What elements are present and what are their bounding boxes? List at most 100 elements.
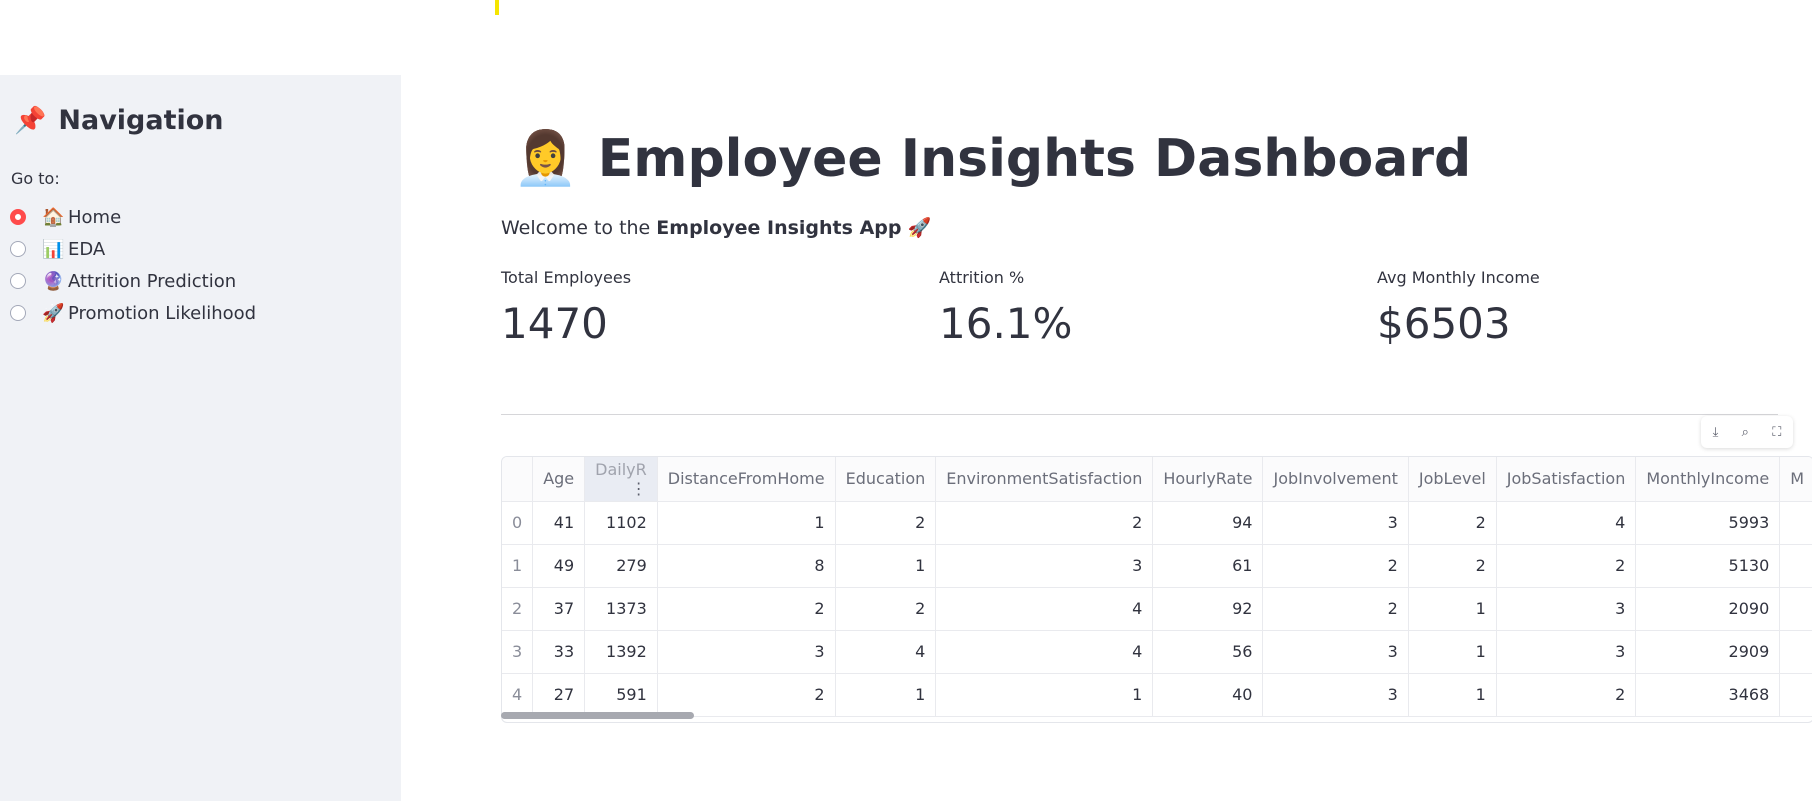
table-cell[interactable]: 2 — [657, 673, 836, 717]
column-header[interactable]: MonthlyIncome — [1635, 457, 1781, 502]
table-row[interactable]: 4 27 591 2 1 1 40 3 1 2 3468 — [502, 673, 1812, 717]
column-header[interactable]: JobInvolvement — [1262, 457, 1409, 502]
table-cell[interactable]: 2 — [1496, 544, 1637, 588]
table-cell[interactable]: 5993 — [1635, 501, 1781, 545]
header-row: Age DailyR ⋮ DistanceFromHome Education … — [502, 457, 1812, 502]
column-header[interactable]: EnvironmentSatisfaction — [935, 457, 1154, 502]
table-cell[interactable]: 4 — [935, 587, 1154, 631]
table-cell[interactable]: 41 — [532, 501, 586, 545]
nav-option-eda[interactable]: 📊 EDA — [10, 233, 256, 265]
column-menu-icon[interactable]: ⋮ — [630, 478, 647, 498]
radio-button[interactable] — [10, 273, 26, 289]
metric-label: Avg Monthly Income — [1377, 268, 1540, 287]
table-cell[interactable]: 37 — [532, 587, 586, 631]
status-indicator — [495, 0, 499, 15]
table-cell[interactable]: 33 — [532, 630, 586, 674]
table-cell[interactable]: 1 — [1408, 630, 1497, 674]
dataframe[interactable]: Age DailyR ⋮ DistanceFromHome Education … — [501, 456, 1812, 723]
welcome-prefix: Welcome to the — [501, 217, 657, 239]
table-cell[interactable]: 2 — [1262, 544, 1409, 588]
table-cell[interactable]: 591 — [584, 673, 658, 717]
table-cell[interactable]: 8 — [657, 544, 836, 588]
column-header-index[interactable] — [502, 457, 534, 502]
table-cell[interactable] — [1779, 501, 1812, 545]
table-cell[interactable]: 2 — [835, 501, 937, 545]
column-header[interactable]: M — [1779, 457, 1812, 502]
table-row[interactable]: 3 33 1392 3 4 4 56 3 1 3 2909 — [502, 630, 1812, 674]
nav-option-home[interactable]: 🏠 Home — [10, 201, 256, 233]
table-cell[interactable]: 3 — [1496, 587, 1637, 631]
metric-value: $6503 — [1377, 299, 1511, 348]
nav-option-label: Attrition Prediction — [68, 270, 237, 292]
row-index-cell[interactable]: 1 — [502, 544, 534, 588]
radio-button[interactable] — [10, 305, 26, 321]
table-row[interactable]: 1 49 279 8 1 3 61 2 2 2 5130 — [502, 544, 1812, 588]
table-row[interactable]: 0 41 1102 1 2 2 94 3 2 4 5993 — [502, 501, 1812, 545]
table-cell[interactable]: 3 — [1496, 630, 1637, 674]
table-cell[interactable]: 4 — [835, 630, 937, 674]
column-header[interactable]: JobLevel — [1408, 457, 1497, 502]
metric-label: Total Employees — [501, 268, 632, 287]
table-cell[interactable]: 2 — [657, 587, 836, 631]
table-cell[interactable]: 27 — [532, 673, 586, 717]
table-cell[interactable]: 2 — [835, 587, 937, 631]
table-cell[interactable]: 2 — [1408, 544, 1497, 588]
column-header[interactable]: DistanceFromHome — [657, 457, 836, 502]
column-header[interactable]: Education — [835, 457, 937, 502]
table-cell[interactable]: 3 — [1262, 501, 1409, 545]
horizontal-scrollbar[interactable] — [501, 712, 694, 719]
table-cell[interactable]: 92 — [1152, 587, 1264, 631]
table-cell[interactable]: 4 — [935, 630, 1154, 674]
table-row[interactable]: 2 37 1373 2 2 4 92 2 1 3 2090 — [502, 587, 1812, 631]
table-cell[interactable]: 1 — [657, 501, 836, 545]
table-cell[interactable]: 4 — [1496, 501, 1637, 545]
table-cell[interactable]: 279 — [584, 544, 658, 588]
table-cell[interactable]: 2909 — [1635, 630, 1781, 674]
radio-button[interactable] — [10, 209, 26, 225]
table-cell[interactable]: 1 — [835, 673, 937, 717]
table-cell[interactable]: 1102 — [584, 501, 658, 545]
metric-value: 1470 — [501, 299, 608, 348]
table-cell[interactable]: 61 — [1152, 544, 1264, 588]
table-cell[interactable]: 1 — [935, 673, 1154, 717]
metric-label: Attrition % — [939, 268, 1025, 287]
table-cell[interactable] — [1779, 587, 1812, 631]
download-icon[interactable]: ⤓ — [1712, 424, 1719, 440]
table-cell[interactable]: 5130 — [1635, 544, 1781, 588]
table-cell[interactable] — [1779, 544, 1812, 588]
table-cell[interactable]: 3 — [657, 630, 836, 674]
table-cell[interactable]: 2 — [1496, 673, 1637, 717]
table-cell[interactable]: 1392 — [584, 630, 658, 674]
table-cell[interactable]: 40 — [1152, 673, 1264, 717]
column-header[interactable]: JobSatisfaction — [1496, 457, 1637, 502]
nav-option-attrition-prediction[interactable]: 🔮 Attrition Prediction — [10, 265, 256, 297]
table-cell[interactable]: 1 — [835, 544, 937, 588]
table-cell[interactable]: 2 — [1262, 587, 1409, 631]
table-cell[interactable]: 3 — [1262, 630, 1409, 674]
radio-button[interactable] — [10, 241, 26, 257]
column-header[interactable]: Age — [532, 457, 586, 502]
row-index-cell[interactable]: 3 — [502, 630, 534, 674]
table-cell[interactable]: 1373 — [584, 587, 658, 631]
column-header[interactable]: HourlyRate — [1152, 457, 1264, 502]
row-index-cell[interactable]: 0 — [502, 501, 534, 545]
row-index-cell[interactable]: 4 — [502, 673, 534, 717]
table-cell[interactable]: 1 — [1408, 587, 1497, 631]
table-cell[interactable]: 56 — [1152, 630, 1264, 674]
table-cell[interactable]: 2 — [935, 501, 1154, 545]
table-cell[interactable]: 49 — [532, 544, 586, 588]
table-cell[interactable]: 2090 — [1635, 587, 1781, 631]
column-header-active[interactable]: DailyR ⋮ — [584, 457, 658, 502]
table-cell[interactable]: 94 — [1152, 501, 1264, 545]
table-cell[interactable]: 1 — [1408, 673, 1497, 717]
row-index-cell[interactable]: 2 — [502, 587, 534, 631]
search-icon[interactable]: ⌕ — [1741, 424, 1749, 440]
nav-option-promotion-likelihood[interactable]: 🚀 Promotion Likelihood — [10, 297, 256, 329]
table-cell[interactable]: 3 — [1262, 673, 1409, 717]
table-cell[interactable] — [1779, 630, 1812, 674]
table-cell[interactable] — [1779, 673, 1812, 717]
table-cell[interactable]: 3 — [935, 544, 1154, 588]
table-cell[interactable]: 2 — [1408, 501, 1497, 545]
fullscreen-icon[interactable]: ⛶ — [1772, 424, 1782, 440]
table-cell[interactable]: 3468 — [1635, 673, 1781, 717]
